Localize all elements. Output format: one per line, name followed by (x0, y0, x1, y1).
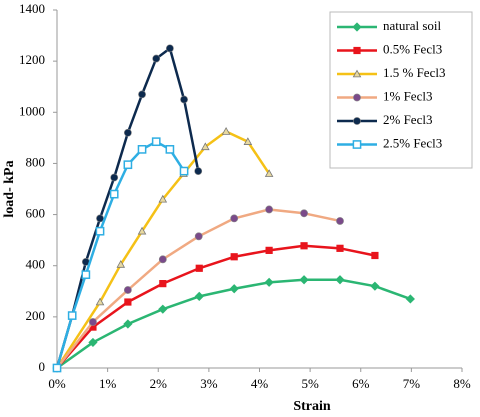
point (405, 294, 415, 304)
point (265, 205, 274, 214)
point (229, 284, 239, 294)
point (180, 95, 188, 104)
series-line (56, 244, 376, 369)
point (230, 253, 238, 261)
legend-marker (353, 117, 361, 125)
point (89, 323, 97, 331)
x-tick-label: 1% (99, 376, 117, 391)
point (158, 194, 168, 203)
point (195, 264, 203, 272)
point (110, 173, 119, 182)
legend-label: 0.5% Fecl3 (383, 41, 442, 56)
point (116, 260, 126, 268)
legend-marker (353, 93, 361, 102)
point (299, 275, 309, 285)
point (88, 337, 98, 348)
point (81, 270, 91, 280)
point (264, 169, 274, 177)
y-tick-label: 1000 (19, 103, 45, 118)
point (138, 90, 146, 99)
point (151, 137, 161, 147)
point (336, 217, 344, 225)
point (336, 244, 344, 252)
x-tick-label: 0% (48, 376, 66, 391)
x-tick-label: 5% (301, 376, 319, 391)
series-line (55, 140, 186, 369)
point (123, 160, 133, 170)
point (52, 363, 62, 373)
y-tick-label: 800 (26, 154, 46, 169)
y-tick-label: 0 (39, 359, 46, 374)
point (221, 127, 231, 135)
point (137, 145, 147, 154)
y-tick-label: 200 (26, 308, 46, 323)
x-axis-label: Strain (293, 399, 331, 414)
legend-label: natural soil (383, 18, 442, 33)
point (264, 277, 274, 287)
point (109, 189, 119, 199)
legend-label: 2% Fecl3 (383, 112, 432, 127)
point (152, 54, 161, 63)
y-tick-label: 400 (26, 257, 46, 272)
point (124, 298, 132, 306)
point (194, 291, 204, 301)
legend-label: 1% Fecl3 (383, 88, 432, 103)
point (67, 311, 77, 320)
point (370, 281, 380, 291)
point (265, 246, 273, 254)
point (158, 255, 167, 264)
x-tick-label: 7% (403, 376, 421, 391)
y-tick-label: 1400 (19, 1, 45, 16)
legend-marker (352, 69, 362, 78)
point (123, 128, 132, 137)
x-tick-label: 4% (251, 376, 269, 391)
point (158, 304, 168, 314)
point (371, 251, 379, 260)
point (230, 214, 239, 223)
point (201, 142, 210, 151)
point (194, 232, 203, 241)
series-line (55, 130, 271, 369)
point (300, 242, 308, 250)
y-axis-label: load- kPa (2, 160, 17, 217)
point (159, 280, 167, 288)
x-tick-label: 3% (200, 376, 218, 391)
point (96, 214, 104, 223)
legend-marker (353, 46, 361, 55)
point (123, 319, 133, 329)
legend-label: 2.5% Fecl3 (383, 135, 442, 150)
point (123, 286, 132, 294)
series-line (56, 278, 411, 370)
x-tick-label: 2% (150, 376, 168, 391)
x-tick-label: 6% (352, 376, 370, 391)
legend-marker (352, 140, 362, 149)
point (300, 209, 308, 218)
point (179, 166, 189, 176)
point (95, 226, 105, 236)
point (165, 44, 174, 53)
point (165, 145, 175, 154)
point (137, 226, 147, 235)
legend-marker (352, 22, 362, 32)
y-tick-label: 1200 (19, 52, 45, 67)
point (335, 275, 345, 285)
point (89, 318, 97, 326)
point (95, 297, 105, 306)
y-tick-label: 600 (26, 206, 46, 221)
point (194, 167, 203, 175)
point (243, 137, 253, 145)
x-tick-label: 8% (453, 376, 471, 391)
legend-label: 1.5 % Fecl3 (383, 65, 445, 80)
